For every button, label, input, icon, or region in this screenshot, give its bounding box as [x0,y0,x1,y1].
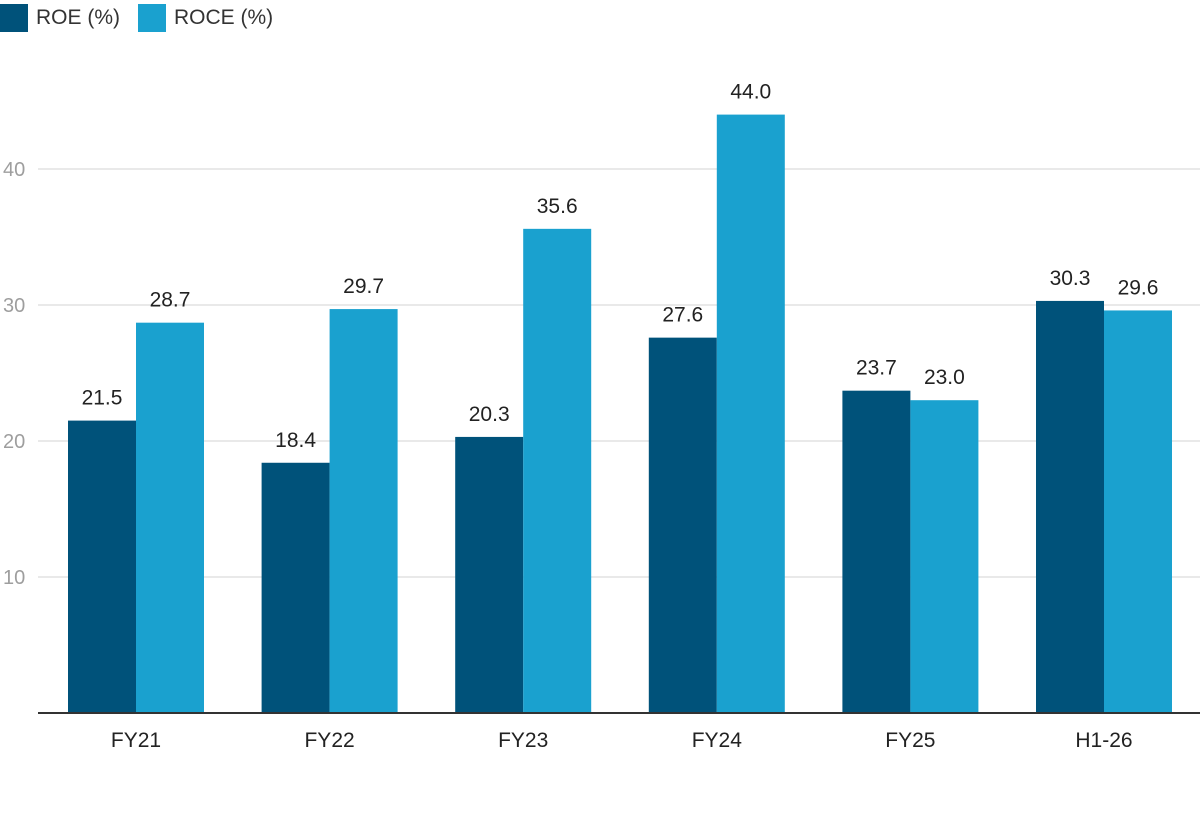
data-label-roe-fy24: 27.6 [662,304,703,327]
data-label-roce-fy24: 44.0 [730,81,771,104]
bar-roce-fy23 [523,228,592,713]
data-labels: 21.5 28.7 18.4 29.7 20.3 35.6 27.6 44.0 23.7 23.0… [82,81,1159,452]
bar-roe-fy23 [455,436,524,713]
y-tick-label-40: 40 [3,159,25,181]
legend-swatch-roe [0,4,28,32]
data-label-roe-fy22: 18.4 [275,429,316,452]
y-tick-label-20: 20 [3,431,25,453]
x-tick-label-fy22: FY22 [304,729,354,752]
legend-label-roe: ROE (%) [36,6,120,29]
bar-roce-fy25 [910,400,979,713]
data-label-roce-fy23: 35.6 [537,195,578,218]
y-axis: 10 20 30 40 [3,159,25,589]
data-label-roce-fy25: 23.0 [924,366,965,389]
gridlines [38,168,1200,578]
data-label-roe-h1-26: 30.3 [1050,267,1091,290]
y-tick-label-30: 30 [3,295,25,317]
data-label-roe-fy25: 23.7 [856,357,897,380]
bar-roce-h1-26 [1104,310,1172,713]
data-label-roce-fy21: 28.7 [150,289,191,312]
bar-roe-fy21 [68,420,136,713]
bars [68,114,1172,714]
legend-item-roce: ROCE (%) [138,4,273,32]
bar-roce-fy21 [136,322,204,713]
legend: ROE (%) ROCE (%) [0,4,291,32]
data-label-roce-fy22: 29.7 [343,275,384,298]
x-tick-label-fy23: FY23 [498,729,548,752]
legend-swatch-roce [138,4,166,32]
data-label-roe-fy21: 21.5 [82,387,123,410]
x-tick-label-fy24: FY24 [692,729,743,752]
bar-roe-fy24 [648,337,717,713]
y-tick-label-10: 10 [3,567,25,589]
bar-roe-fy25 [842,390,911,713]
bar-roce-fy24 [716,114,785,714]
data-label-roe-fy23: 20.3 [469,403,510,426]
bar-roce-fy22 [329,309,398,713]
bar-roe-h1-26 [1036,300,1104,713]
x-tick-label-fy21: FY21 [111,729,161,752]
x-axis: FY21 FY22 FY23 FY24 FY25 H1-26 [38,712,1200,752]
data-label-roce-h1-26: 29.6 [1118,276,1159,299]
x-tick-label-h1-26: H1-26 [1075,729,1132,752]
legend-label-roce: ROCE (%) [174,6,274,29]
x-tick-label-fy25: FY25 [885,729,935,752]
legend-item-roe: ROE (%) [0,4,120,32]
bar-roe-fy22 [261,462,330,713]
